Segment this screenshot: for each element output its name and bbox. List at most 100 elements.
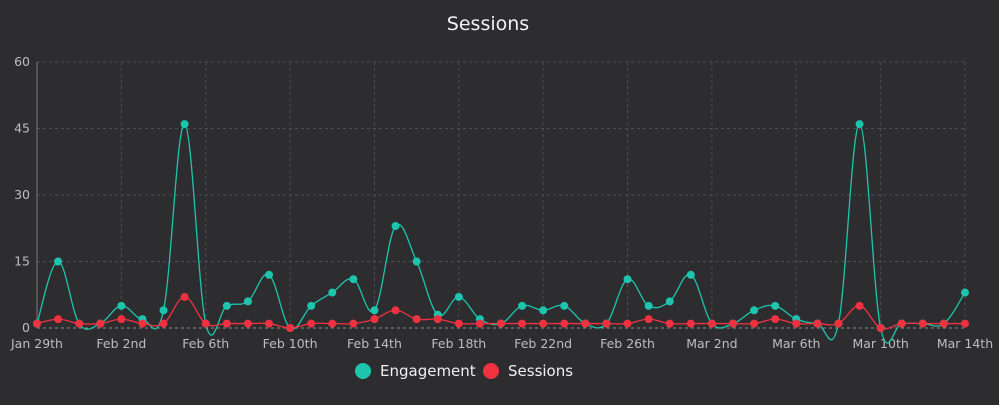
data-point-sessions [54,315,63,324]
x-tick-label: Mar 10th [852,336,908,351]
data-point-engagement [117,301,126,310]
x-tick-label: Feb 6th [182,336,229,351]
data-point-sessions [180,292,189,301]
data-point-engagement [665,297,674,306]
data-point-engagement [54,257,63,266]
data-point-sessions [454,319,463,328]
data-point-engagement [750,306,759,315]
data-point-sessions [286,324,295,332]
data-point-sessions [707,319,716,328]
data-point-engagement [412,257,421,266]
data-point-sessions [834,319,843,328]
y-tick-label: 30 [14,187,30,202]
data-point-engagement [771,301,780,310]
data-point-engagement [180,120,189,129]
x-tick-label: Feb 2nd [96,336,146,351]
legend-marker-sessions [483,363,499,379]
data-point-sessions [855,301,864,310]
data-point-sessions [518,319,527,328]
data-point-engagement [243,297,252,306]
legend-marker-engagement [355,363,371,379]
data-point-sessions [771,315,780,324]
data-point-sessions [349,319,358,328]
data-point-engagement [623,275,632,284]
data-point-engagement [961,288,969,297]
series-points [33,120,969,332]
data-point-sessions [602,319,611,328]
data-point-sessions [391,306,400,315]
legend-label-engagement: Engagement [380,362,476,380]
data-point-sessions [138,319,147,328]
y-tick-label: 0 [22,320,30,335]
x-tick-label: Feb 22nd [514,336,572,351]
data-point-sessions [75,319,84,328]
data-point-sessions [159,319,168,328]
data-point-engagement [644,301,653,310]
data-point-engagement [391,222,400,231]
data-point-sessions [328,319,337,328]
data-point-engagement [686,270,695,279]
data-point-sessions [939,319,948,328]
data-point-engagement [159,306,168,315]
data-point-engagement [222,301,231,310]
data-point-engagement [265,270,273,279]
data-point-sessions [497,319,505,328]
grid-lines [36,61,966,329]
y-tick-label: 45 [14,121,30,136]
data-point-sessions [117,315,126,324]
data-point-sessions [792,319,801,328]
data-point-sessions [876,324,885,332]
x-tick-label: Feb 18th [431,336,486,351]
data-point-sessions [433,315,442,324]
series-lines [36,123,966,344]
data-point-sessions [475,319,484,328]
data-point-sessions [412,315,421,324]
legend: Engagement Sessions [355,362,573,380]
data-point-sessions [243,319,252,328]
x-tick-label: Feb 10th [263,336,318,351]
data-point-sessions [307,319,316,328]
chart-title: Sessions [447,13,529,35]
x-tick-label: Mar 2nd [686,336,737,351]
data-point-sessions [665,319,674,328]
data-point-sessions [729,319,737,328]
y-tick-label: 60 [14,54,30,69]
data-point-sessions [560,319,569,328]
data-point-sessions [201,319,210,328]
data-point-sessions [96,319,105,328]
x-tick-label: Mar 6th [772,336,820,351]
data-point-engagement [328,288,337,297]
data-point-sessions [265,319,273,328]
data-point-engagement [539,306,548,315]
data-point-sessions [813,319,822,328]
data-point-sessions [918,319,927,328]
data-point-engagement [307,301,316,310]
data-point-sessions [581,319,590,328]
data-point-sessions [686,319,695,328]
series-line-engagement [36,123,966,344]
x-tick-label: Jan 29th [10,336,63,351]
y-axis: 0 15 30 45 60 [14,54,30,335]
data-point-sessions [623,319,632,328]
data-point-sessions [897,319,906,328]
data-point-engagement [518,301,527,310]
data-point-engagement [454,292,463,301]
data-point-engagement [855,120,864,129]
data-point-engagement [370,306,379,315]
x-tick-label: Feb 26th [600,336,655,351]
data-point-sessions [750,319,759,328]
data-point-sessions [961,319,969,328]
x-axis: Jan 29th Feb 2nd Feb 6th Feb 10th Feb 14th Fe… [10,336,993,351]
legend-label-sessions: Sessions [508,362,573,380]
x-tick-label: Feb 14th [347,336,402,351]
data-point-sessions [33,319,41,328]
x-tick-label: Mar 14th [937,336,993,351]
data-point-sessions [539,319,548,328]
data-point-engagement [560,301,569,310]
data-point-sessions [222,319,231,328]
data-point-sessions [644,315,653,324]
y-tick-label: 15 [14,254,30,269]
data-point-sessions [370,315,379,324]
data-point-engagement [349,275,358,284]
